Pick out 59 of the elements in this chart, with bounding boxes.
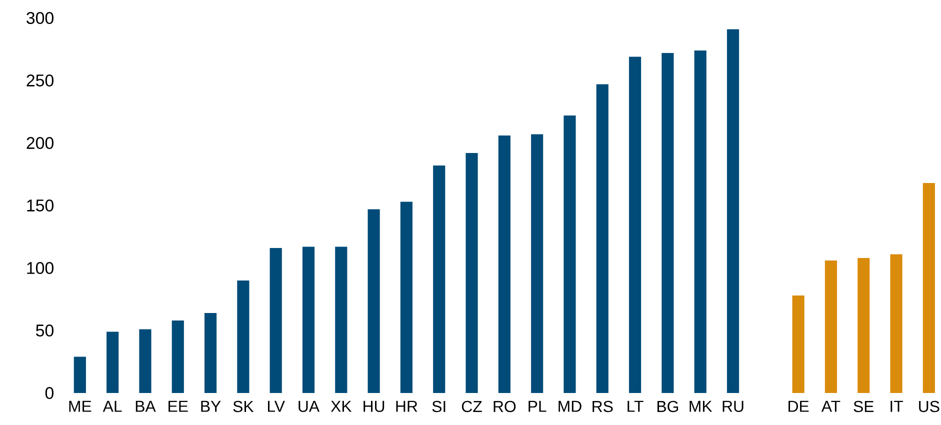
x-tick-label: MD [558, 400, 582, 412]
x-tick-label: RU [722, 400, 744, 412]
x-tick-label: SI [432, 400, 446, 412]
bar [792, 296, 804, 393]
bar [531, 134, 544, 393]
bar [302, 246, 315, 393]
x-tick-label: LT [628, 400, 644, 412]
bar [922, 182, 935, 393]
bar [433, 165, 446, 393]
y-tick-label: 50 [36, 324, 54, 336]
x-tick-label: PL [528, 400, 546, 412]
y-tick-label: 200 [26, 137, 54, 149]
x-tick-label: SE [854, 400, 874, 412]
y-tick-label: 250 [26, 74, 54, 86]
bar [74, 356, 86, 393]
bar [204, 313, 217, 393]
bar [858, 258, 870, 393]
x-tick-label: ME [69, 400, 92, 412]
x-tick-label: RS [592, 400, 613, 412]
x-tick-label: DE [788, 400, 809, 412]
bar [498, 135, 510, 393]
y-tick-label: 100 [27, 262, 54, 274]
bar [694, 50, 706, 393]
bar [172, 320, 184, 393]
bar [237, 280, 250, 393]
x-tick-label: AL [102, 400, 122, 412]
y-tick-label: 150 [27, 200, 54, 212]
bar [629, 56, 642, 393]
x-tick-label: RO [494, 400, 516, 412]
x-tick-label: UA [298, 400, 320, 412]
x-tick-label: HU [364, 400, 384, 412]
bar [335, 246, 348, 393]
y-tick-label: 0 [45, 387, 54, 399]
x-tick-label: SK [233, 400, 254, 412]
x-tick-label: BA [136, 400, 156, 412]
bar [466, 152, 478, 393]
bar [662, 52, 674, 393]
x-tick-label: US [919, 400, 940, 412]
bar [139, 329, 152, 393]
bar [400, 202, 412, 393]
x-tick-label: EE [168, 400, 188, 412]
y-tick-label: 300 [26, 12, 54, 24]
bar [726, 29, 740, 393]
x-tick-label: IT [890, 400, 903, 412]
bar [564, 115, 576, 393]
bar [596, 84, 608, 393]
x-tick-label: XK [330, 400, 352, 412]
bar [824, 260, 838, 393]
x-tick-label: HR [396, 400, 418, 412]
x-tick-label: MK [690, 400, 712, 412]
x-tick-label: BG [657, 400, 678, 412]
bar [890, 254, 902, 393]
bar [270, 248, 282, 393]
x-tick-label: AT [821, 400, 840, 412]
bar [106, 332, 119, 393]
bar [368, 209, 380, 393]
x-tick-label: CZ [462, 400, 482, 412]
x-tick-label: BY [201, 400, 221, 412]
x-tick-label: LV [268, 400, 285, 412]
